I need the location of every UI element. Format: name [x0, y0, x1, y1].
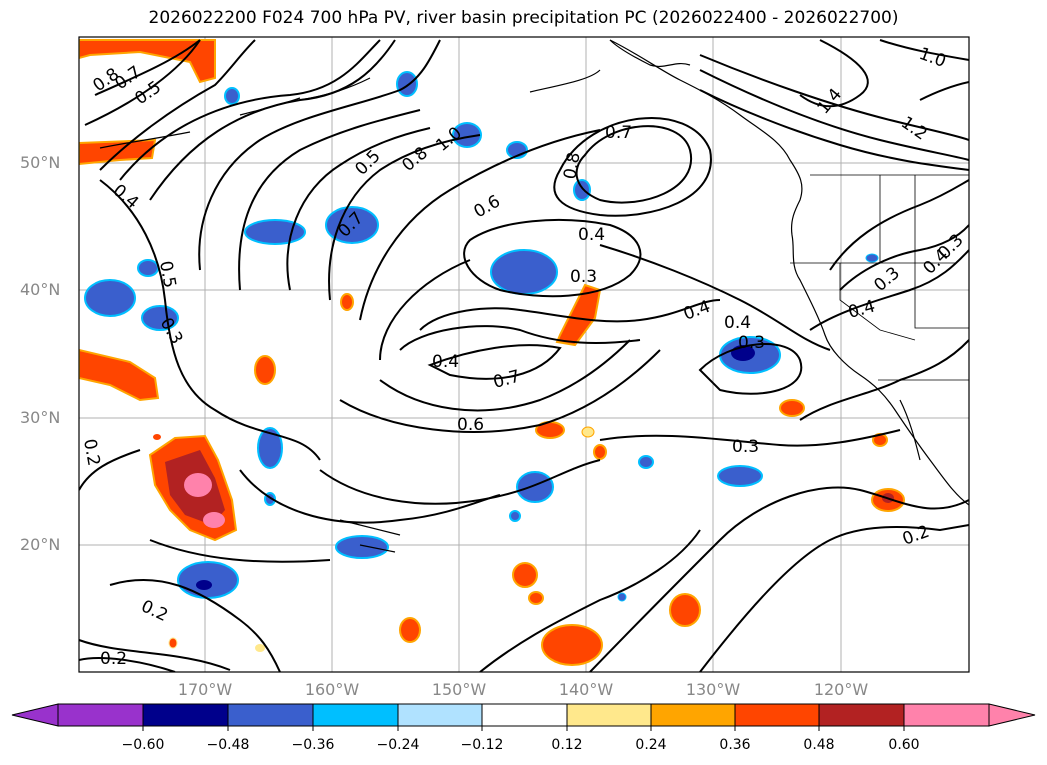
contour-label: 0.4	[578, 225, 605, 245]
colorbar-bin	[650, 703, 736, 727]
precip-negative-areas	[84, 71, 879, 602]
contour-label: 0.3	[570, 267, 597, 287]
colorbar-extend-low	[11, 703, 59, 727]
precip-positive-areas	[79, 39, 905, 666]
contour-label: 0.3	[870, 263, 904, 296]
colorbar-bin	[142, 703, 229, 727]
colorbar-tick-label: −0.60	[121, 737, 165, 753]
colorbar-bin	[312, 703, 399, 727]
contour-label: 0.3	[732, 437, 759, 457]
colorbar-bin	[734, 703, 820, 727]
lon-label-160w: 160°W	[304, 680, 360, 699]
colorbar-bin	[566, 703, 652, 727]
contour-label: 0.4	[109, 181, 143, 214]
map-plot-area: 0.8 0.7 0.5 0.4 0.3 0.5 0.5 0.8 1.0 0.7 …	[79, 37, 969, 672]
lat-label-50n: 50°N	[20, 153, 61, 172]
colorbar-bin	[903, 703, 990, 727]
contour-label: 0.5	[155, 259, 179, 289]
colorbar-bin	[818, 703, 905, 727]
contour-label: 0.3	[738, 333, 765, 353]
colorbar-bin	[57, 703, 144, 727]
colorbar-extend-high	[988, 703, 1036, 727]
lon-label-150w: 150°W	[431, 680, 487, 699]
contour-label: 0.2	[100, 649, 127, 669]
contour-label: 0.4	[432, 352, 459, 372]
contour-label: 0.4	[724, 313, 751, 333]
lat-label-40n: 40°N	[20, 280, 61, 299]
contour-label: 1.2	[897, 113, 931, 145]
map-title: 2026022200 F024 700 hPa PV, river basin …	[148, 8, 899, 28]
contour-label: 0.2	[79, 437, 103, 467]
state-borders	[790, 174, 969, 381]
contour-label: 0.7	[605, 123, 632, 143]
colorbar-bin	[397, 703, 483, 727]
colorbar-tick-label: −0.36	[291, 737, 335, 753]
coastlines	[99, 39, 969, 553]
lon-label-130w: 130°W	[685, 680, 741, 699]
lon-label-120w: 120°W	[813, 680, 869, 699]
lon-label-170w: 170°W	[177, 680, 233, 699]
colorbar-tick-label: 0.24	[635, 737, 667, 753]
lon-label-140w: 140°W	[558, 680, 614, 699]
lat-label-30n: 30°N	[20, 408, 61, 427]
contour-label: 0.4	[846, 297, 877, 323]
colorbar-bin	[481, 703, 568, 727]
colorbar-tick-label: −0.48	[206, 737, 250, 753]
pv-contours	[79, 39, 969, 672]
contour-label: 0.5	[351, 146, 384, 179]
colorbar-tick-label: −0.24	[376, 737, 420, 753]
contour-label: 0.2	[138, 596, 171, 626]
colorbar-tick-label: −0.12	[460, 737, 504, 753]
colorbar-tick-label: 0.36	[719, 737, 751, 753]
lat-label-20n: 20°N	[20, 535, 61, 554]
colorbar-bin	[227, 703, 314, 727]
colorbar-tick-label: 0.60	[888, 737, 920, 753]
contour-label: 0.7	[491, 367, 522, 393]
contour-label: 0.6	[471, 191, 504, 222]
contour-label: 0.8	[560, 151, 584, 181]
colorbar-tick-label: 0.12	[551, 737, 583, 753]
contour-label: 1.0	[916, 44, 948, 72]
map-frame	[78, 36, 970, 673]
contour-label: 0.6	[457, 415, 484, 435]
colorbar	[11, 703, 1036, 731]
colorbar-tick-label: 0.48	[803, 737, 835, 753]
